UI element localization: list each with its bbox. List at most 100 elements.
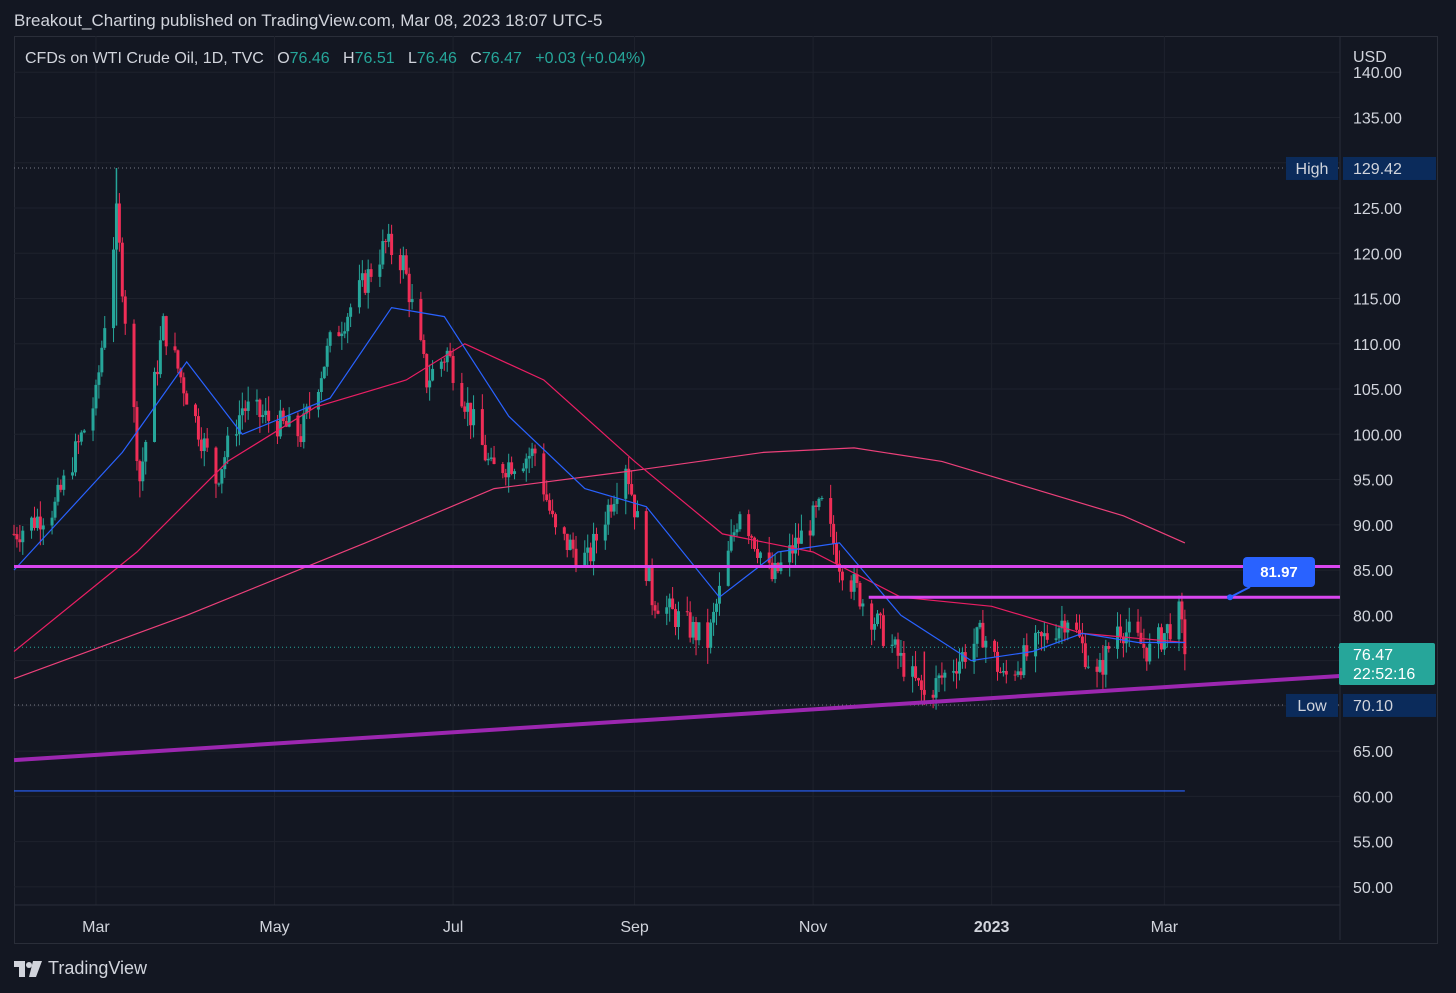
candle-body — [463, 406, 467, 412]
candle-body — [1177, 601, 1181, 640]
footer-brand[interactable]: TradingView — [14, 958, 147, 979]
candle-body — [603, 524, 607, 541]
ma-fast-line — [13, 306, 1185, 662]
candle-body — [492, 457, 496, 465]
candle-body — [287, 415, 291, 427]
candle-body — [296, 415, 300, 437]
candle-body — [1045, 633, 1049, 640]
support-trendline — [13, 673, 1341, 763]
candle-body — [858, 583, 862, 607]
candle-body — [1013, 674, 1017, 676]
candle-body — [144, 441, 148, 462]
candle-body — [349, 307, 353, 317]
candle-body — [650, 567, 654, 606]
candle-body — [773, 562, 777, 580]
candle-body — [1095, 666, 1099, 672]
candle-body — [343, 331, 347, 334]
candle-body — [378, 264, 382, 277]
candle-body — [685, 611, 689, 613]
candle-body — [91, 408, 95, 431]
high-badge-value-box — [1343, 156, 1436, 180]
candle-body — [931, 694, 935, 698]
candle-body — [1136, 621, 1140, 633]
y-tick-label: 120.00 — [1353, 246, 1402, 263]
candle-body — [814, 505, 818, 507]
candle-body — [480, 409, 484, 445]
candle-body — [431, 368, 435, 381]
candle-body — [281, 410, 285, 422]
candle-body — [855, 574, 859, 584]
ma-mid-line — [13, 343, 1185, 652]
chart-frame — [14, 36, 1438, 944]
candle-body — [328, 332, 332, 346]
candle-body — [521, 468, 525, 472]
candle-body — [694, 621, 698, 641]
candle-body — [161, 316, 165, 341]
candle-body — [53, 501, 57, 518]
candle-body — [472, 409, 476, 426]
candle-body — [1168, 624, 1172, 640]
candle-body — [407, 273, 411, 303]
candle-body — [425, 354, 429, 388]
candle-body — [753, 537, 757, 549]
low-value: 76.46 — [416, 50, 457, 67]
candle-body — [981, 622, 985, 648]
candle-body — [123, 296, 127, 324]
candle-body — [422, 340, 426, 355]
currency-label: USD — [1353, 49, 1387, 66]
candle-body — [202, 438, 206, 452]
y-tick-label: 100.00 — [1353, 427, 1402, 444]
candle-body — [876, 613, 880, 625]
low-label: L — [408, 50, 417, 67]
candle-body — [788, 545, 792, 563]
open-value: 76.46 — [289, 50, 330, 67]
x-tick-label: 2023 — [974, 919, 1010, 936]
candle-body — [627, 468, 631, 485]
candle-body — [612, 503, 616, 512]
candle-body — [943, 672, 947, 678]
candle-body — [41, 525, 45, 530]
candle-body — [71, 472, 75, 476]
candle-body — [76, 441, 80, 443]
candle-body — [568, 539, 572, 551]
candle-body — [755, 548, 759, 558]
candle-body — [993, 640, 997, 652]
candle-body — [1183, 619, 1187, 655]
candle-body — [697, 622, 701, 641]
candle-body — [586, 547, 590, 553]
candle-body — [1162, 633, 1166, 650]
candle-body — [1066, 622, 1070, 633]
candle-body — [647, 567, 651, 582]
candle-body — [261, 415, 265, 418]
candle-body — [574, 548, 578, 566]
candle-body — [1016, 671, 1020, 675]
candle-body — [264, 410, 268, 416]
candle-body — [808, 530, 812, 536]
candle-body — [308, 406, 312, 410]
candle-body — [258, 399, 262, 418]
candle-body — [562, 527, 566, 534]
bar-countdown: 22:52:16 — [1353, 666, 1415, 683]
y-tick-label: 85.00 — [1353, 563, 1393, 580]
candle-body — [205, 438, 209, 448]
candle-body — [1142, 643, 1146, 648]
candle-body — [609, 504, 613, 512]
candle-body — [878, 613, 882, 616]
candle-body — [234, 434, 238, 436]
y-tick-label: 110.00 — [1353, 337, 1401, 354]
candle-body — [583, 552, 587, 566]
candle-body — [957, 661, 961, 674]
candle-body — [483, 444, 487, 461]
candle-body — [501, 464, 505, 474]
high-label: H — [343, 50, 355, 67]
candle-body — [199, 439, 203, 452]
candle-body — [589, 547, 593, 562]
candle-body — [811, 505, 815, 536]
candle-body — [445, 350, 449, 363]
candle-body — [1098, 659, 1102, 672]
publisher-header: Breakout_Charting published on TradingVi… — [14, 11, 603, 30]
candle-body — [630, 484, 634, 495]
candle-body — [554, 514, 558, 528]
candle-body — [911, 666, 915, 677]
